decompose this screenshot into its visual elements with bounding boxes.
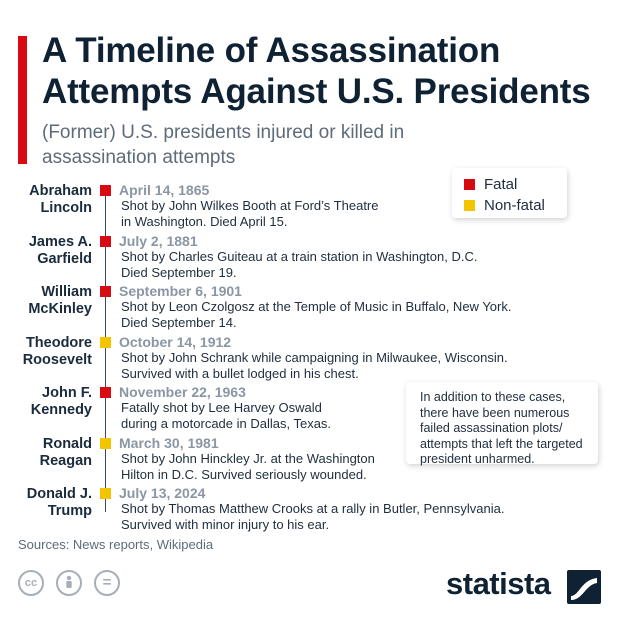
president-name: Donald J. Trump	[14, 486, 92, 520]
legend-swatch-nonfatal	[464, 200, 475, 211]
annotation-text: In addition to these cases, there have b…	[420, 390, 592, 468]
no-derivatives-icon[interactable]: =	[94, 570, 120, 596]
chart-subtitle: (Former) U.S. presidents injured or kill…	[42, 122, 405, 168]
timeline-event: James A. Garfield July 2, 1881 Shot by Char…	[0, 232, 620, 290]
president-name: Theodore Roosevelt	[14, 335, 92, 369]
president-name-line: Trump	[47, 503, 92, 519]
cc-icon[interactable]: cc	[18, 570, 44, 596]
president-name-line: John F.	[42, 385, 92, 401]
timeline-event: Theodore Roosevelt October 14, 1912 Shot by…	[0, 333, 620, 391]
attribution-icon[interactable]	[56, 570, 82, 596]
event-description-line: in Washington. Died April 15.	[121, 214, 288, 229]
president-name-line: Reagan	[39, 452, 92, 469]
event-description-line: during a motorcade in Dallas, Texas.	[121, 416, 332, 431]
president-name: William McKinley	[14, 284, 92, 318]
event-description-line: Hilton in D.C. Survived seriously wounde…	[121, 466, 367, 482]
event-description-line: Shot by Charles Guiteau at a train stati…	[121, 248, 478, 264]
president-name-line: Abraham	[29, 183, 92, 199]
president-name-line: Roosevelt	[22, 351, 92, 368]
event-date: October 14, 1912	[119, 333, 232, 350]
event-description: Shot by Thomas Matthew Crooks at a rally…	[121, 501, 541, 533]
title-accent-bar	[18, 36, 27, 164]
president-name: James A. Garfield	[14, 234, 92, 268]
event-date: November 22, 1963	[119, 384, 246, 400]
president-name-line: McKinley	[28, 301, 92, 317]
president-name-line: William	[41, 284, 92, 300]
event-description: Shot by Leon Czolgosz at the Temple of M…	[121, 299, 541, 331]
president-name-line: Garfield	[37, 250, 92, 267]
timeline-axis	[105, 190, 106, 512]
timeline-event: William McKinley September 6, 1901 Shot by …	[0, 283, 620, 340]
event-date: July 13, 2024	[119, 485, 206, 501]
event-date: September 6, 1901	[119, 283, 242, 299]
legend-swatch-fatal	[464, 179, 475, 190]
event-description-line: Shot by John Schrank while campaigning i…	[121, 349, 508, 365]
president-name-line: Kennedy	[30, 402, 92, 418]
annotation-line: attempts that left the targeted	[420, 436, 583, 451]
legend-label-nonfatal: Non-fatal	[484, 197, 545, 214]
event-description-line: Died September 19.	[121, 264, 237, 280]
event-description-line: Shot by John Wilkes Booth at Ford’s Thea…	[121, 198, 379, 213]
annotation-box: In addition to these cases, there have b…	[406, 382, 598, 466]
event-description: Shot by John Hinckley Jr. at the Washing…	[121, 451, 541, 483]
annotation-line: failed assassination plots/	[420, 421, 563, 435]
president-name-line: Ronald	[42, 435, 92, 452]
event-description: Shot by John Wilkes Booth at Ford’s Thea…	[121, 198, 541, 230]
nonfatal-marker	[100, 336, 111, 348]
timeline-event: Donald J. Trump July 13, 2024 Shot by Thoma…	[0, 485, 620, 542]
fatal-marker	[100, 185, 111, 196]
event-description-line: Survived with a bullet lodged in his che…	[121, 365, 359, 381]
president-name-line: Donald J.	[26, 486, 92, 502]
timeline-event: Ronald Reagan March 30, 1981 Shot by John H…	[0, 434, 620, 492]
chart-title: A Timeline of Assassination Attempts Aga…	[42, 31, 591, 111]
statista-logo-text[interactable]: statista	[446, 566, 551, 601]
event-description-line: Shot by Thomas Matthew Crooks at a rally…	[121, 501, 505, 516]
event-description: Fatally shot by Lee Harvey Oswald during …	[121, 400, 541, 432]
event-date: March 30, 1981	[119, 434, 219, 451]
president-name: John F. Kennedy	[14, 385, 92, 419]
event-description-line: Survived with minor injury to his ear.	[121, 517, 330, 532]
sources-note: Sources: News reports, Wikipedia	[18, 537, 214, 552]
president-name: Ronald Reagan	[14, 436, 92, 470]
president-name-line: Lincoln	[40, 200, 92, 216]
event-description-line: Died September 14.	[121, 315, 237, 330]
president-name-line: James A.	[28, 233, 92, 250]
timeline-event: John F. Kennedy November 22, 1963 Fatally s…	[0, 384, 620, 441]
nonfatal-marker	[100, 488, 111, 499]
timeline-event: Abraham Lincoln April 14, 1865 Shot by John…	[0, 182, 620, 239]
president-name: Abraham Lincoln	[14, 183, 92, 217]
person-glyph	[66, 575, 72, 588]
annotation-line: there have been numerous	[420, 405, 570, 420]
event-description-line: Fatally shot by Lee Harvey Oswald	[121, 400, 322, 415]
annotation-line: In addition to these cases,	[420, 390, 566, 404]
fatal-marker	[100, 286, 111, 297]
fatal-marker	[100, 387, 111, 398]
nonfatal-marker	[100, 437, 111, 449]
statista-logo-icon[interactable]	[567, 570, 601, 604]
event-description: Shot by John Schrank while campaigning i…	[121, 350, 541, 382]
legend-label-fatal: Fatal	[484, 176, 518, 193]
legend: Fatal Non-fatal	[452, 168, 567, 218]
event-date: July 2, 1881	[119, 232, 198, 249]
fatal-marker	[100, 235, 111, 247]
event-description: Shot by Charles Guiteau at a train stati…	[121, 249, 541, 281]
event-description-line: Shot by John Hinckley Jr. at the Washing…	[121, 450, 375, 466]
event-date: April 14, 1865	[119, 182, 210, 198]
event-description-line: Shot by Leon Czolgosz at the Temple of M…	[121, 299, 512, 314]
annotation-line: president unharmed.	[420, 452, 535, 466]
president-name-line: Theodore	[25, 334, 92, 351]
